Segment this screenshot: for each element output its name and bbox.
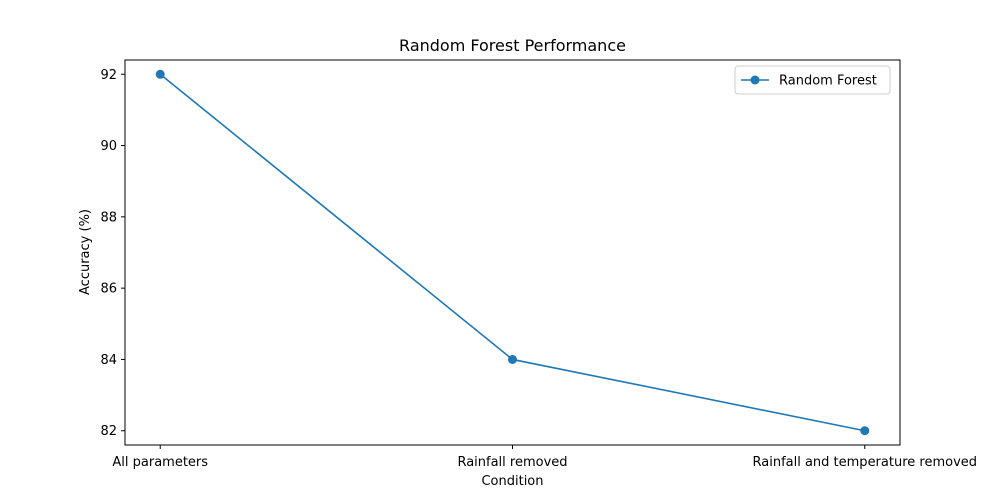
legend: Random Forest — [734, 65, 891, 95]
data-point — [860, 426, 870, 436]
x-axis-label: Condition — [481, 474, 543, 489]
y-tick-label: 90 — [100, 139, 117, 154]
data-point — [155, 69, 165, 79]
plot-area: 82 84 86 88 90 92 All parameters Rainfall remov… — [100, 59, 978, 470]
y-tick-label: 86 — [100, 282, 117, 297]
x-tick-label: Rainfall removed — [457, 455, 567, 470]
x-tick-label: Rainfall and temperature removed — [753, 455, 978, 470]
x-tick-label: All parameters — [112, 455, 208, 470]
legend-label: Random Forest — [779, 74, 877, 89]
y-tick-label: 84 — [100, 353, 117, 368]
legend-box — [734, 65, 891, 95]
y-tick-label: 82 — [100, 424, 117, 439]
y-tick-label: 88 — [100, 210, 117, 225]
y-tick-label: 92 — [100, 68, 117, 83]
y-axis-label: Accuracy (%) — [78, 209, 93, 295]
data-point — [508, 354, 517, 364]
legend-marker — [750, 75, 760, 85]
chart-title: Random Forest Performance — [399, 36, 626, 55]
